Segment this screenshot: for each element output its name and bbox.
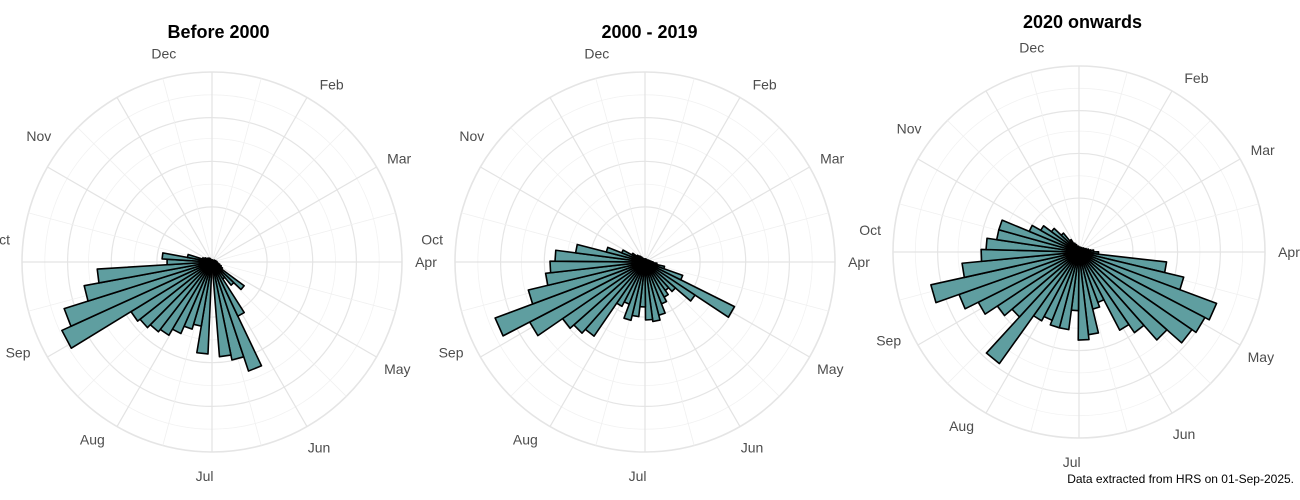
month-label: Aug [513,431,538,447]
grid-spoke [211,97,308,263]
chart-title: Before 2000 [167,22,270,42]
month-label: Apr [415,254,437,270]
chart-title: 2020 onwards [1022,12,1143,32]
grid-spoke [549,97,646,263]
polar-bar [1078,249,1095,253]
month-label: Sep [6,344,31,360]
grid-spoke [116,97,213,263]
grid-spoke [211,261,347,397]
polar-bar [211,261,226,280]
grid-spoke [1078,158,1241,253]
grid-spoke [595,78,646,263]
grid-spoke [644,97,741,263]
grid-spoke [211,78,262,263]
month-label: May [1248,349,1274,365]
grid-spoke [1030,72,1080,253]
chart-title: 2000 - 2019 [601,22,698,42]
month-label: Jul [196,468,214,484]
grid-spoke [644,78,695,263]
month-label: Apr [1278,244,1300,260]
month-label: Feb [1184,70,1208,86]
month-label: Nov [26,128,51,144]
grid-spoke [644,261,829,312]
polar-chart-2020-onwards: Dec Feb Mar Apr May Jun Jul Aug Sep Oct Nov [859,39,1300,470]
month-label: Apr [848,254,870,270]
grid-spoke [211,261,377,358]
polar-chart-2000-2019: Dec Feb Mar Apr May Jun Jul Aug Sep Oct Nov [421,45,870,484]
grid-spoke [510,127,646,263]
grid-spoke [162,78,213,263]
month-label: Jun [1173,426,1196,442]
month-label: Dec [151,45,176,61]
grid-spoke [1078,72,1128,253]
grid-spoke [211,212,396,263]
month-label: Mar [387,150,411,166]
month-label: Sep [876,333,901,349]
polar-bar [96,261,213,284]
month-label: Jul [629,468,647,484]
grid-spoke [211,261,396,312]
month-label: Aug [949,418,974,434]
month-label: May [817,361,843,377]
grid-spoke [644,127,780,263]
grid-spoke [47,166,213,263]
month-label: Dec [1019,39,1044,55]
month-label: May [384,361,410,377]
polar-bar [211,261,232,358]
month-label: Jun [741,439,764,455]
grid-spoke [644,212,829,263]
month-label: Oct [0,232,10,248]
grid-spoke [1078,203,1259,253]
month-label: Mar [820,150,844,166]
month-label: Feb [753,77,777,93]
grid-spoke [28,212,213,263]
panel-before-2000: Before 2000 Dec Feb Mar Apr May Jun Jul Aug Sep O… [0,0,437,500]
month-label: Mar [1251,142,1275,158]
month-label: Oct [421,232,443,248]
data-source-caption: Data extracted from HRS on 01-Sep-2025. [1067,472,1294,486]
panel-2020-onwards: 2020 onwards Dec Feb Mar Apr May Jun Jul Aug Sep… [859,0,1300,500]
month-label: Jul [1063,454,1081,470]
grid-spoke [985,90,1080,253]
grid-spoke [77,127,213,263]
grid-spoke [211,166,377,263]
grid-spoke [947,120,1080,253]
month-label: Oct [859,222,881,238]
polar-bar [642,257,646,263]
panel-2000-2019: 2000 - 2019 Dec Feb Mar Apr May Jun Jul Aug Sep O… [421,0,870,500]
grid-spoke [1078,90,1173,253]
grid-spoke [211,127,347,263]
grid-spoke [1078,120,1211,253]
month-label: Feb [320,77,344,93]
polar-chart-before-2000: Dec Feb Mar Apr May Jun Jul Aug Sep Oct Nov [0,45,437,484]
month-label: Dec [584,45,609,61]
month-label: Jun [308,439,331,455]
polar-bar [208,257,213,263]
month-label: Nov [459,128,484,144]
month-label: Sep [439,344,464,360]
grid-spoke [644,166,810,263]
grid-spoke [480,166,646,263]
month-label: Aug [80,431,105,447]
month-label: Nov [897,121,922,137]
